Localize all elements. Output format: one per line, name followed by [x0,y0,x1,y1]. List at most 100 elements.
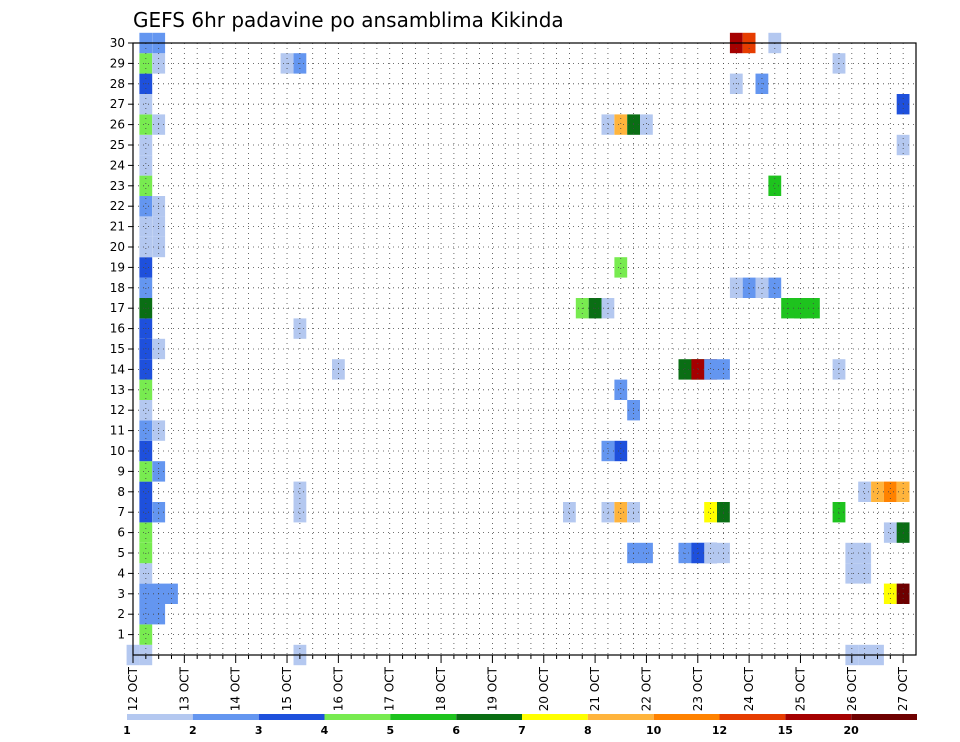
x-tick-label: 16 OCT [331,666,345,711]
cell [139,379,153,400]
colorbar-swatch [324,714,391,720]
cell [640,114,653,135]
x-tick-label: 23 OCT [691,666,705,711]
cell [293,502,307,523]
colorbar-swatch [127,714,193,720]
cell [704,359,730,380]
cell [139,481,153,502]
y-tick-label: 3 [117,587,125,601]
cell [563,502,576,523]
colorbar: 1 2 3 4 5 6 7 8 10 12 15 20 [123,714,917,737]
cell [794,298,820,319]
y-tick-label: 18 [110,281,125,295]
x-tick-label: 26 OCT [845,666,859,711]
colorbar-label: 10 [646,724,662,737]
y-tick-label: 16 [110,322,125,336]
colorbar-swatch [587,714,654,720]
colorbar-swatch [192,714,259,720]
y-tick-label: 8 [117,485,125,499]
colorbar-label: 12 [712,724,727,737]
cell [139,277,153,298]
y-tick-label: 4 [117,566,125,580]
y-tick-label: 9 [117,464,125,478]
colorbar-label: 15 [778,724,793,737]
y-tick-label: 12 [110,403,125,417]
cell [139,461,153,482]
cell [139,400,153,421]
y-tick-label: 23 [110,179,125,193]
cell [871,481,884,502]
y-tick-label: 13 [110,383,125,397]
y-tick-label: 10 [110,444,125,458]
cell [139,420,153,441]
cell [614,440,628,462]
cell [768,175,782,196]
x-tick-label: 17 OCT [383,666,397,711]
colorbar-swatch [390,714,457,720]
y-tick-label: 24 [110,158,125,172]
cell [614,379,628,400]
x-tick-label: 15 OCT [280,666,294,711]
cell [704,502,717,523]
cell [139,440,153,462]
y-tick-label: 19 [110,260,125,274]
chart-title: GEFS 6hr padavine po ansamblima Kikinda [133,8,564,32]
cell [614,257,628,278]
x-tick-label: 12 OCT [126,666,140,711]
y-tick-label: 6 [117,526,125,540]
y-tick-label: 27 [110,97,125,111]
colorbar-label: 5 [386,724,394,737]
cell [139,257,153,278]
colorbar-label: 7 [518,724,526,737]
cell [139,604,166,625]
colorbar-label: 1 [123,724,131,737]
y-tick-label: 11 [110,424,125,438]
cell [614,502,628,523]
colorbar-swatch [785,714,852,720]
cell [139,216,153,237]
colorbar-swatch [719,714,786,720]
grid-lines [133,43,916,655]
cell [139,502,153,523]
cell [858,481,871,502]
x-tick-label: 20 OCT [537,666,551,711]
colorbar-swatch [522,714,588,720]
cell [139,236,153,258]
x-tick-label: 27 OCT [896,666,910,711]
x-tick-label: 25 OCT [794,666,808,711]
cell [139,196,153,217]
y-tick-label: 25 [110,138,125,152]
cell [139,114,153,135]
y-tick-label: 5 [117,546,125,560]
cell [601,502,615,523]
colorbar-label: 20 [844,724,860,737]
cell [601,440,615,462]
cell [139,134,153,156]
y-tick-label: 7 [117,505,125,519]
colorbar-label: 8 [584,724,592,737]
cell [755,277,769,298]
x-axis: 12 OCT 13 OCT 14 OCT 15 OCT 16 OCT 17 OCT 18 O… [126,655,910,711]
cell [139,624,153,645]
colorbar-swatch [456,714,522,720]
colorbar-label: 4 [321,724,329,737]
y-tick-label: 21 [110,220,125,234]
cell [627,542,653,564]
y-tick-label: 29 [110,56,125,70]
y-tick-label: 2 [117,607,125,621]
colorbar-label: 2 [189,724,197,737]
y-tick-label: 20 [110,240,125,254]
cell [139,359,153,380]
colorbar-label: 3 [255,724,263,737]
y-tick-label: 26 [110,118,125,132]
y-tick-label: 22 [110,199,125,213]
y-tick-label: 1 [117,628,125,642]
x-tick-label: 24 OCT [742,666,756,711]
colorbar-swatch [851,714,917,720]
cell [139,175,153,196]
y-tick-label: 15 [110,342,125,356]
cell [729,277,743,298]
cell [742,277,756,298]
y-tick-label: 28 [110,77,125,91]
y-axis: 1234567891011121314151617181920212223242… [110,36,133,642]
